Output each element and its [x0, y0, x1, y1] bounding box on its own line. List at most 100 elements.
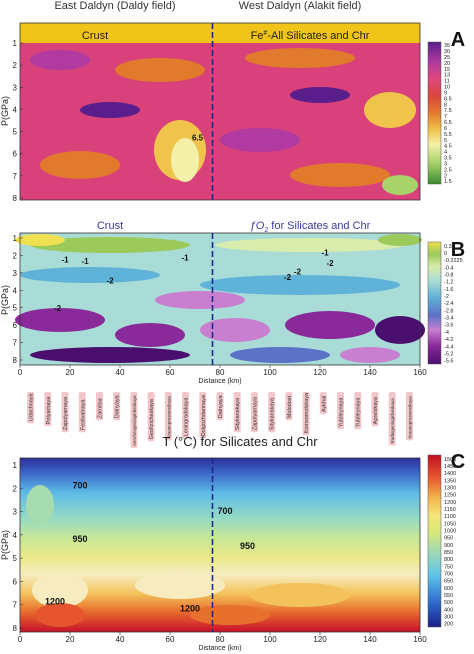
panel-c-y-ticks: 1 2 3 4 5 6 7 8	[13, 461, 23, 633]
header-left: East Daldyn (Daldy field)	[54, 0, 175, 12]
panel-a-blob	[30, 50, 90, 70]
colorbar-label: 1.5	[444, 179, 452, 185]
panel-a-blob	[115, 58, 205, 82]
panel-c: T (°C) for Silicates and Chr 1 2 3 4 5 6 7 8 0 2…	[0, 434, 465, 652]
colorbar-label: 15	[444, 67, 450, 73]
panel-c-blob	[190, 605, 270, 625]
colorbar-label: 400	[444, 607, 453, 613]
site-label-bg	[233, 392, 241, 433]
colorbar-label: 6	[444, 126, 447, 132]
panel-a-title-right: Fe#-All Silicates and Chr	[251, 30, 370, 42]
contour-label: 6.5	[192, 133, 204, 142]
site-label-bg	[388, 392, 396, 446]
colorbar-label: 1200	[444, 500, 456, 506]
colorbar-label: 1450	[444, 464, 456, 470]
site-label-text: Yubileynaya	[339, 397, 345, 428]
panel-b-title-prefix: ƒO	[250, 220, 265, 232]
contour-label: -2	[284, 273, 292, 282]
colorbar-label: 1250	[444, 493, 456, 499]
colorbar-label: -3.4	[444, 316, 453, 322]
y-tick-label: 3	[13, 269, 18, 278]
panel-b-blob	[340, 347, 400, 363]
contour-label: -2	[54, 304, 62, 313]
panel-a-letter: A	[451, 29, 465, 51]
y-tick-label: 1	[13, 461, 18, 470]
y-tick-label: 4	[13, 531, 18, 540]
y-tick-label: 8	[13, 356, 18, 365]
panel-b-xlabel: Distance (km)	[198, 378, 241, 385]
site-label: Udachnaya	[27, 392, 35, 424]
site-label-text: Molodost	[287, 395, 293, 418]
y-tick-label: 8	[13, 194, 18, 203]
site-label: Aprelskaya	[371, 392, 379, 427]
panel-a-y-ticks: 1 2 3 4 5 6 7 8	[13, 39, 23, 203]
site-label-bg	[147, 392, 155, 442]
site-label: Aykhal	[319, 392, 327, 415]
site-labels: Udachnaya Polyarnaya Zapolyarnaya Festivaln…	[27, 392, 413, 448]
site-label: Leningradskaya	[182, 392, 190, 439]
panel-b-colorbar	[427, 241, 442, 365]
site-label-text: Zapolyarnaya	[252, 396, 258, 430]
panel-c-ylabel: P(GPa)	[0, 530, 10, 560]
colorbar-label: -3.6	[444, 323, 453, 329]
panel-c-contour-labels: 700 700 950 950 1200 1200	[45, 480, 255, 613]
panel-a-blobs	[30, 48, 418, 195]
site-label-bg	[268, 392, 276, 433]
colorbar-label: 1150	[444, 507, 456, 513]
x-tick-label: 120	[313, 368, 327, 377]
panel-b-title-left: Crust	[97, 220, 123, 232]
site-label-bg	[44, 392, 52, 427]
x-tick-label: 40	[116, 368, 125, 377]
site-label-text: Krasnopresnenskaya	[166, 396, 171, 439]
x-tick-label: 80	[216, 368, 225, 377]
colorbar-label: 1350	[444, 478, 456, 484]
site-label: Geofizicheskaya	[147, 392, 155, 442]
site-label: Zapolyarnaya	[250, 392, 258, 433]
y-tick-label: 6	[13, 321, 18, 330]
panel-b-blob	[200, 318, 270, 342]
contour-label: -2	[326, 259, 334, 268]
site-label: Yubileynaya	[337, 392, 345, 430]
panel-c-x-ticks: 0 20 40 60 80 100 120 140 160	[18, 632, 427, 644]
panel-c-blob	[35, 603, 85, 627]
contour-label: 700	[72, 480, 87, 490]
panel-b-blob	[200, 275, 400, 295]
colorbar-label: -0.2225	[444, 258, 463, 264]
site-label: Molodost	[285, 392, 293, 421]
panel-a-blob	[40, 151, 120, 179]
x-tick-label: 140	[363, 368, 377, 377]
contour-label: 950	[72, 534, 87, 544]
colorbar-label: -4	[444, 330, 449, 336]
site-label: Sitykanskaya	[233, 392, 241, 433]
site-label: Komsomolskaya	[302, 392, 310, 436]
site-label-text: Udachnaya	[29, 392, 35, 421]
panel-a-frame	[19, 22, 421, 201]
colorbar-label: 750	[444, 564, 453, 570]
panel-a-blob	[290, 163, 390, 187]
site-label-text: Aykhal	[321, 396, 327, 412]
panel-c-blob	[135, 571, 225, 599]
panel-b-blob	[230, 347, 330, 363]
y-tick-label: 5	[13, 554, 18, 563]
site-label-text: Aerofotogeologicheskaya	[132, 395, 137, 446]
colorbar-label: 800	[444, 557, 453, 563]
panel-a-colorbar	[427, 41, 442, 185]
colorbar-label: 25	[444, 55, 450, 61]
panel-b-letter: B	[451, 239, 465, 261]
x-tick-label: 120	[313, 635, 327, 644]
y-tick-label: 7	[13, 172, 18, 181]
colorbar-label: 200	[444, 622, 453, 628]
colorbar-label: 9	[444, 90, 447, 96]
colorbar-label: -5.2	[444, 351, 453, 357]
panel-a-blob	[245, 48, 355, 68]
site-label: Krasnopresnenskaya	[164, 392, 172, 441]
x-tick-label: 40	[116, 635, 125, 644]
y-tick-label: 5	[13, 128, 18, 137]
colorbar-label: 13	[444, 73, 450, 79]
y-tick-label: 7	[13, 601, 18, 610]
colorbar-label: 7.5	[444, 108, 452, 114]
panel-c-field	[20, 458, 420, 632]
panel-a-title-prefix: Fe	[251, 30, 264, 42]
site-label-text: Geofizicheskaya	[149, 398, 155, 439]
contour-label: -1	[181, 254, 189, 263]
